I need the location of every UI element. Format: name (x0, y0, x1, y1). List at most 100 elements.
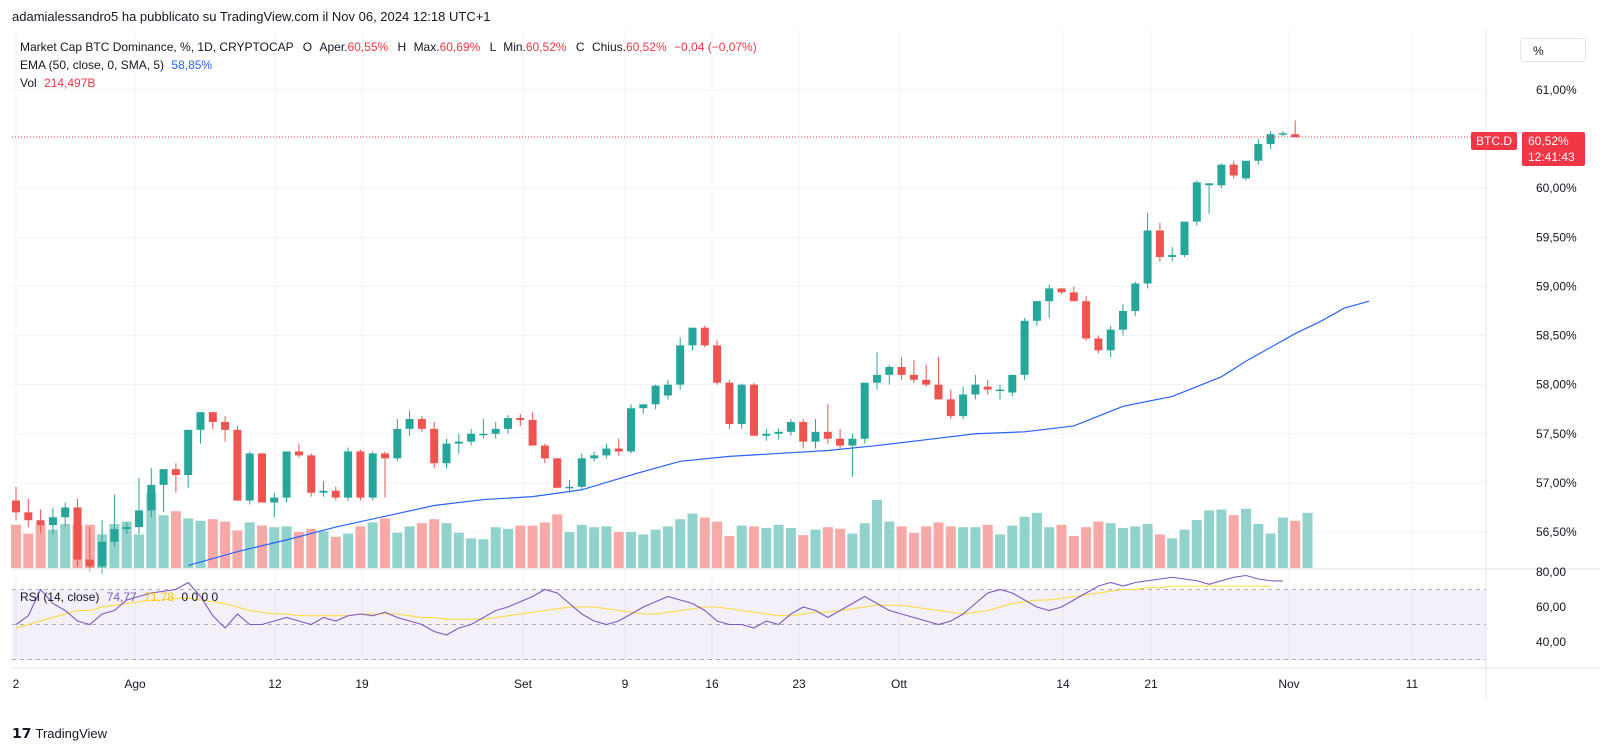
candle-body (737, 384, 746, 424)
candle (1266, 131, 1275, 149)
volume-bar (933, 522, 944, 568)
volume-bar (1191, 520, 1202, 568)
candle-body (48, 517, 57, 526)
candle-body (454, 441, 463, 444)
high-sub: Max. (413, 40, 440, 54)
candle (454, 433, 463, 454)
footer-brand[interactable]: 𝟭𝟳 TradingView (12, 725, 107, 742)
volume-bar (712, 521, 723, 568)
volume-bar (564, 532, 575, 568)
candle (208, 412, 217, 429)
candle-body (1242, 160, 1250, 179)
candle-body (1266, 134, 1275, 145)
volume-bar (195, 520, 206, 568)
candle (1254, 139, 1263, 165)
candle-body (786, 421, 795, 432)
candle (368, 451, 377, 501)
volume-bar (158, 515, 169, 568)
candle-body (12, 500, 20, 513)
candle-body (553, 458, 562, 488)
candle-body (565, 486, 574, 489)
candle (688, 327, 697, 351)
volume-bar (884, 521, 895, 568)
candle (873, 352, 881, 390)
candle-body (651, 385, 660, 405)
candle (61, 502, 70, 528)
time-tick-label: Ott (891, 677, 908, 691)
grid-lines (12, 30, 1486, 668)
candle-body (836, 438, 845, 446)
candle-body (762, 433, 771, 436)
low-sub: Min. (503, 40, 526, 54)
candle (934, 357, 943, 400)
candle-body (934, 384, 943, 400)
candle-body (1180, 221, 1189, 256)
rsi-tick-label: 60,00 (1536, 600, 1566, 614)
candle-body (540, 445, 549, 459)
candle-body (1057, 288, 1066, 293)
rsi-legend[interactable]: RSI (14, close) 74,77 71,78 0 0 0 0 (20, 590, 218, 604)
ema-legend[interactable]: EMA (50, close, 0, SMA, 5) 58,85% (20, 58, 212, 72)
candle-body (184, 429, 193, 476)
volume-bars (11, 492, 1313, 568)
volume-bar (1044, 527, 1055, 568)
candle-body (381, 453, 389, 459)
high-value: 60,69% (439, 40, 481, 54)
time-tick-label: 12 (268, 677, 282, 691)
volume-bar (134, 534, 144, 568)
candle (171, 463, 180, 493)
volume-bar (1290, 520, 1301, 568)
candle (1291, 120, 1300, 138)
candle-body (1020, 320, 1029, 375)
volume-bar (699, 517, 710, 568)
volume-bar (466, 538, 477, 568)
candle (221, 416, 230, 442)
symbol-name[interactable]: Market Cap BTC Dominance, %, 1D, CRYPTOC… (20, 40, 294, 54)
candle (467, 428, 476, 446)
time-tick-label: 21 (1144, 677, 1158, 691)
candle (663, 379, 672, 400)
volume-bar (306, 528, 317, 568)
candle-body (848, 438, 857, 446)
volume-legend[interactable]: Vol 214,497B (20, 76, 95, 90)
candle-body (122, 527, 131, 530)
volume-bar (183, 518, 194, 568)
candle (233, 425, 242, 501)
candle-body (639, 404, 648, 409)
candle (713, 340, 722, 385)
candle-body (1155, 230, 1164, 257)
candle-body (516, 418, 525, 421)
price-tick-label: 61,00% (1536, 83, 1577, 97)
candle-body (1205, 183, 1214, 186)
rsi-ma-value: 71,78 (144, 590, 175, 604)
change-value: −0,04 (−0,07%) (674, 40, 757, 54)
volume-bar (1228, 515, 1239, 568)
candle (73, 498, 82, 567)
candle-body (245, 453, 254, 501)
candle-body (491, 428, 500, 434)
candle (1008, 374, 1017, 397)
candle-body (1106, 329, 1115, 351)
volume-bar (662, 526, 673, 568)
candle-body (331, 490, 340, 498)
candle (122, 522, 131, 534)
candle (1192, 180, 1201, 226)
candle-body (823, 431, 832, 439)
volume-bar (872, 500, 882, 568)
volume-bar (380, 518, 390, 568)
candle-body (959, 394, 968, 417)
time-tick-label: Ago (124, 677, 146, 691)
candle (405, 410, 414, 436)
candle-body (417, 419, 426, 429)
candle (971, 374, 980, 400)
candle (1032, 301, 1041, 326)
candle (577, 453, 586, 491)
candle-body (713, 345, 722, 383)
volume-bar (404, 526, 415, 568)
unit-button[interactable]: % (1520, 38, 1586, 62)
candle (1131, 281, 1140, 316)
time-tick-label: 9 (622, 677, 629, 691)
candle-body (1278, 133, 1287, 135)
candle-body (627, 408, 635, 452)
